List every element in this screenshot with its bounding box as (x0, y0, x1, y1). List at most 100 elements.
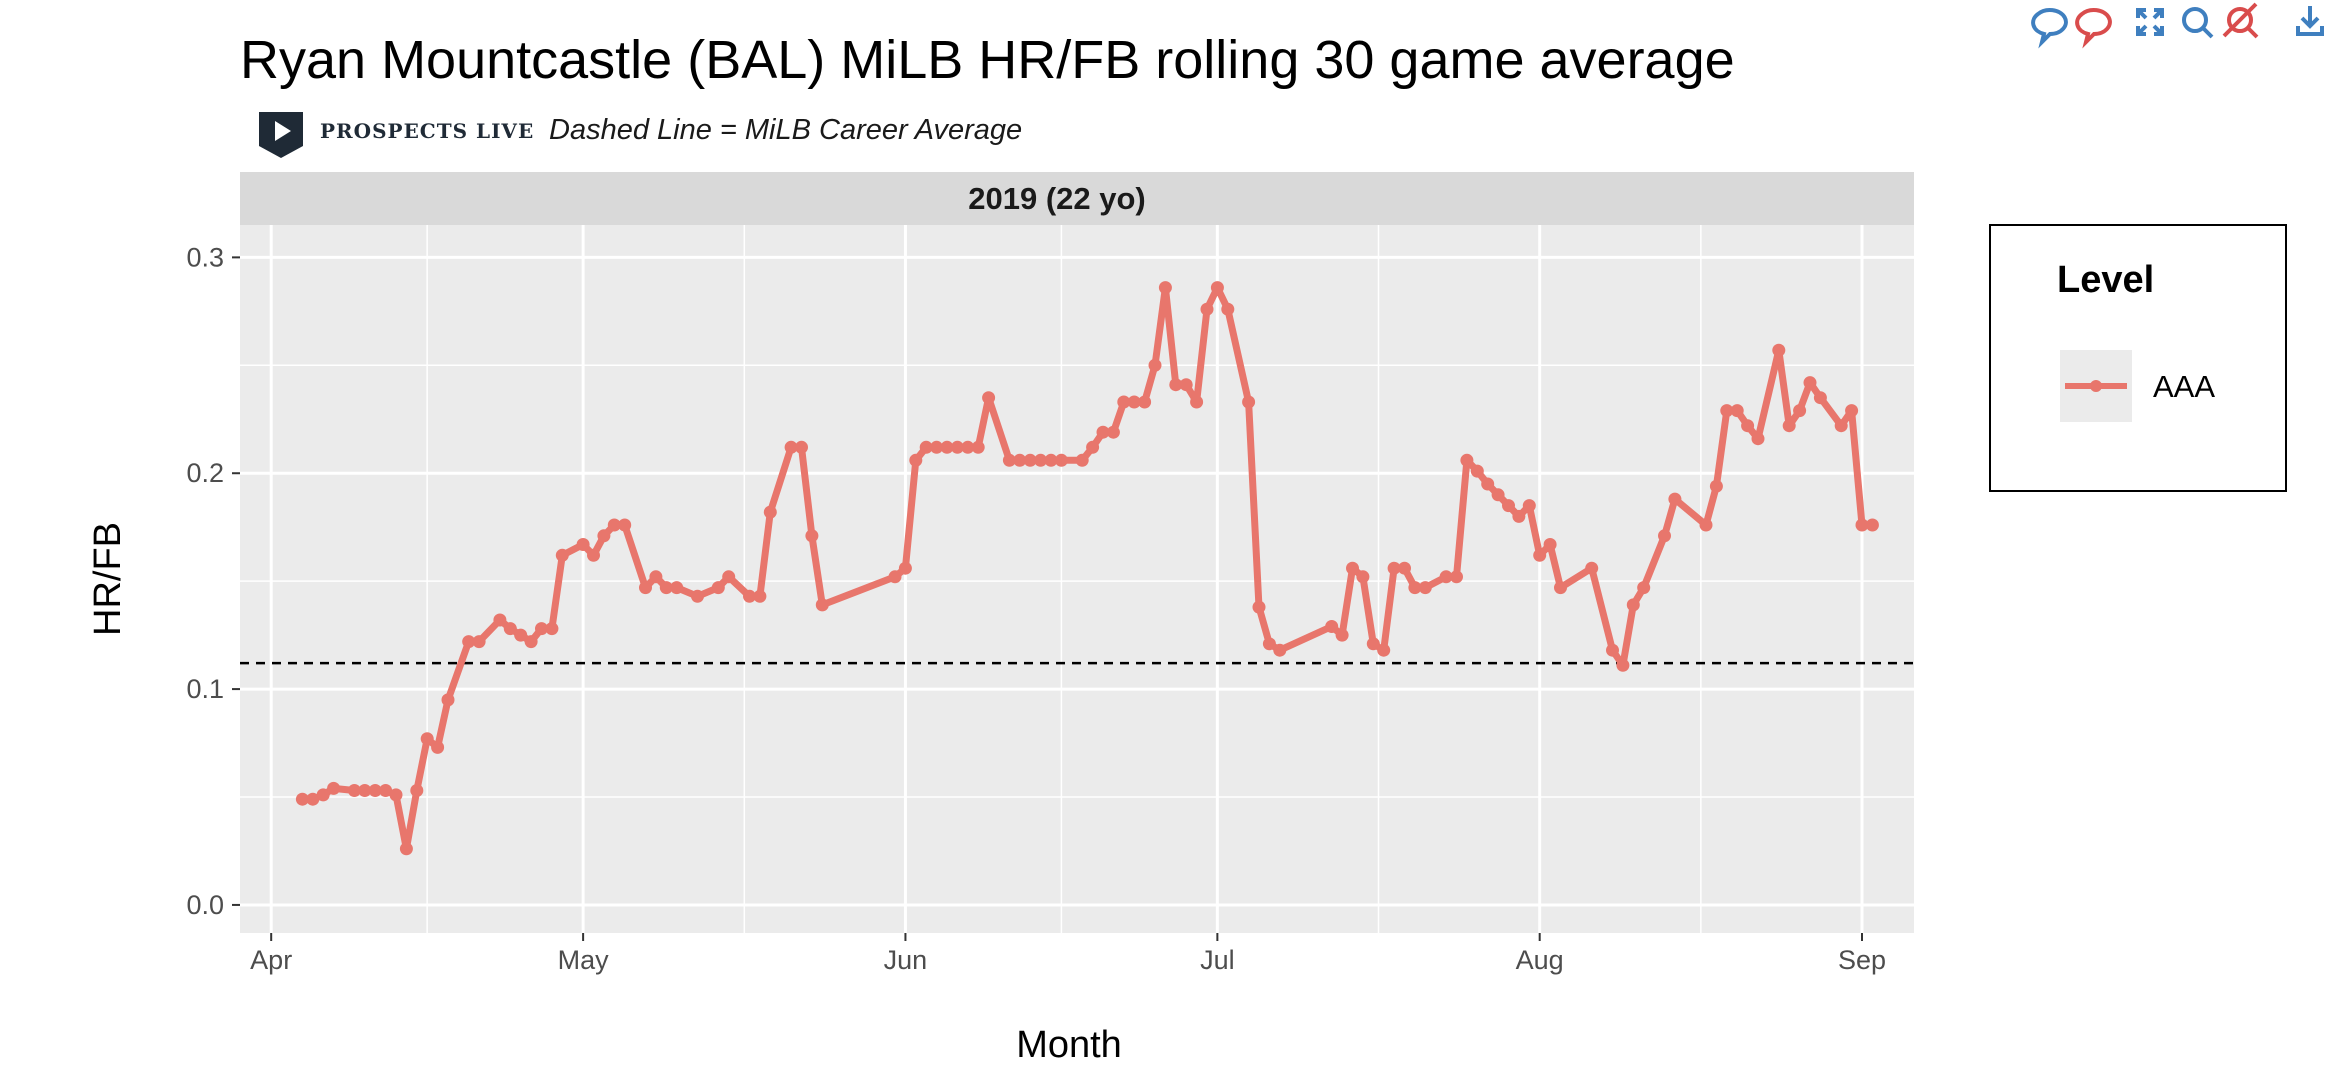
data-point[interactable] (358, 784, 372, 797)
data-point[interactable] (1418, 581, 1432, 595)
data-point[interactable] (1730, 404, 1744, 418)
legend-label-aaa[interactable]: AAA (2153, 369, 2215, 404)
data-point[interactable] (545, 622, 559, 636)
data-point[interactable] (961, 440, 975, 454)
data-point[interactable] (743, 589, 756, 603)
data-point[interactable] (347, 784, 361, 797)
data-point[interactable] (1834, 419, 1848, 433)
data-point[interactable] (659, 581, 673, 595)
data-point[interactable] (1221, 302, 1235, 316)
data-point[interactable] (607, 518, 621, 532)
data-point[interactable] (1356, 570, 1370, 584)
data-point[interactable] (1782, 419, 1796, 433)
data-point[interactable] (1127, 395, 1141, 409)
data-point[interactable] (1512, 509, 1526, 523)
data-point[interactable] (493, 613, 507, 627)
data-point[interactable] (1845, 404, 1859, 418)
data-point[interactable] (971, 440, 985, 454)
data-point[interactable] (1242, 395, 1256, 409)
data-point[interactable] (1793, 404, 1807, 418)
data-point[interactable] (1096, 425, 1110, 439)
data-point[interactable] (919, 440, 933, 454)
data-point[interactable] (930, 440, 944, 454)
data-point[interactable] (1210, 281, 1224, 295)
data-point[interactable] (1699, 518, 1713, 532)
data-point[interactable] (649, 570, 663, 584)
download-plot-icon[interactable] (2296, 6, 2324, 36)
data-point[interactable] (1169, 378, 1183, 392)
data-point[interactable] (1439, 570, 1453, 584)
data-point[interactable] (691, 589, 704, 603)
data-point[interactable] (1158, 281, 1172, 295)
data-point[interactable] (1637, 581, 1651, 595)
data-point[interactable] (295, 792, 309, 806)
data-point[interactable] (368, 784, 382, 797)
data-point[interactable] (1522, 499, 1536, 513)
data-point[interactable] (888, 570, 902, 584)
data-point[interactable] (1606, 643, 1619, 657)
data-point[interactable] (524, 635, 538, 649)
data-point[interactable] (441, 693, 455, 707)
toggle-spike-lines-icon[interactable] (2222, 2, 2259, 39)
data-point[interactable] (1044, 453, 1058, 467)
data-point[interactable] (472, 635, 486, 649)
data-point[interactable] (898, 561, 912, 575)
data-point[interactable] (1616, 658, 1630, 672)
data-point[interactable] (1554, 581, 1567, 595)
data-point[interactable] (1273, 643, 1287, 657)
data-point[interactable] (1138, 395, 1152, 409)
data-point[interactable] (1470, 464, 1484, 478)
data-point[interactable] (1002, 453, 1016, 467)
data-point[interactable] (1054, 453, 1068, 467)
data-point[interactable] (1533, 548, 1547, 562)
data-point[interactable] (535, 622, 548, 636)
data-point[interactable] (1813, 391, 1827, 405)
data-point[interactable] (1658, 529, 1671, 543)
data-point[interactable] (1346, 561, 1359, 575)
data-point[interactable] (503, 622, 517, 636)
data-point[interactable] (1720, 404, 1734, 418)
show-closest-icon[interactable] (2031, 8, 2068, 49)
data-point[interactable] (815, 598, 829, 612)
data-point[interactable] (1148, 358, 1162, 372)
data-point[interactable] (316, 788, 330, 802)
data-point[interactable] (410, 784, 424, 797)
data-point[interactable] (1190, 395, 1204, 409)
data-point[interactable] (555, 548, 569, 562)
data-point[interactable] (784, 440, 798, 454)
data-point[interactable] (1262, 637, 1276, 651)
zoom-icon[interactable] (2182, 7, 2214, 39)
data-point[interactable] (1387, 561, 1401, 575)
data-point[interactable] (597, 529, 611, 543)
data-point[interactable] (1398, 561, 1411, 575)
data-point[interactable] (1491, 488, 1505, 502)
data-point[interactable] (795, 440, 808, 454)
data-point[interactable] (1034, 453, 1048, 467)
data-point[interactable] (711, 581, 725, 595)
data-point[interactable] (1023, 453, 1037, 467)
data-point[interactable] (1709, 479, 1723, 493)
autoscale-icon[interactable] (2136, 8, 2164, 36)
data-point[interactable] (618, 518, 632, 532)
data-point[interactable] (1855, 518, 1869, 532)
data-point[interactable] (1200, 302, 1214, 316)
data-point[interactable] (1865, 518, 1879, 532)
data-point[interactable] (1408, 581, 1422, 595)
data-point[interactable] (399, 842, 413, 856)
data-point[interactable] (1366, 637, 1380, 651)
data-point[interactable] (514, 628, 528, 642)
data-point[interactable] (1377, 643, 1391, 657)
data-point[interactable] (909, 453, 923, 467)
data-point[interactable] (805, 529, 819, 543)
data-point[interactable] (1751, 432, 1765, 446)
data-point[interactable] (431, 740, 445, 754)
data-point[interactable] (1626, 598, 1640, 612)
data-point[interactable] (1252, 600, 1266, 614)
data-point[interactable] (1335, 628, 1349, 642)
compare-data-icon[interactable] (2075, 8, 2112, 49)
data-point[interactable] (1585, 561, 1599, 575)
data-point[interactable] (1450, 570, 1463, 584)
data-point[interactable] (306, 792, 320, 806)
data-point[interactable] (1481, 477, 1495, 491)
data-point[interactable] (1325, 620, 1339, 633)
